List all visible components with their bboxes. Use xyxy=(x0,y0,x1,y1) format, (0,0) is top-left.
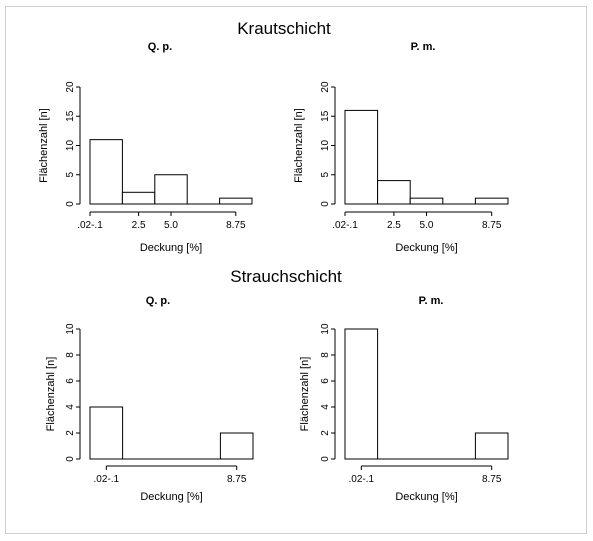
x-tick-label: 8.75 xyxy=(482,474,502,485)
histogram-bar xyxy=(474,432,509,460)
histogram-bar xyxy=(219,432,254,460)
panel-title-kraut-pm: P. m. xyxy=(411,41,436,53)
y-tick-label: 0 xyxy=(320,456,331,462)
x-tick-label: .02-.1 xyxy=(332,220,358,231)
y-tick-label: 8 xyxy=(65,352,76,358)
y-tick-label: 20 xyxy=(65,81,76,93)
x-tick-label: .02-.1 xyxy=(349,474,375,485)
chart-panel-kraut-qp: Q. p. 0 5 10 15 20 Flächenzahl [n] .02-.1 2.5 5.0… xyxy=(38,41,253,254)
panel-title-kraut-qp: Q. p. xyxy=(148,41,172,53)
panel-title-strauch-qp: Q. p. xyxy=(146,295,170,307)
y-tick-label: 10 xyxy=(65,140,76,152)
y-tick-label: 0 xyxy=(65,201,76,207)
histogram-bar xyxy=(89,406,124,460)
y-axis-label: Flächenzahl [n] xyxy=(299,357,311,432)
y-tick-label: 0 xyxy=(65,456,76,462)
histogram-bar xyxy=(344,328,379,460)
y-tick-label: 10 xyxy=(320,140,331,152)
x-axis-label: Deckung [%] xyxy=(140,491,202,503)
chart-panel-kraut-pm: P. m. 0 5 10 15 20 Flächenzahl [n] .02-.1 2.5 5.0… xyxy=(293,41,509,254)
histogram-bar xyxy=(344,109,379,205)
histogram-bar xyxy=(474,197,509,205)
histogram-bar xyxy=(154,174,188,205)
y-tick-label: 15 xyxy=(320,110,331,122)
y-tick-label: 6 xyxy=(65,378,76,384)
histogram-bar xyxy=(89,139,123,205)
y-axis-label: Flächenzahl [n] xyxy=(293,108,305,183)
y-axis-label: Flächenzahl [n] xyxy=(45,357,57,432)
histogram-bar xyxy=(121,191,156,205)
y-tick-label: 4 xyxy=(320,404,331,410)
x-tick-label: 2.5 xyxy=(132,220,146,231)
x-tick-label: 5.0 xyxy=(420,220,434,231)
panel-title-strauch-pm: P. m. xyxy=(419,295,444,307)
y-tick-label: 5 xyxy=(65,172,76,178)
x-tick-label: 2.5 xyxy=(387,220,401,231)
x-axis-label: Deckung [%] xyxy=(395,491,457,503)
y-axis-label: Flächenzahl [n] xyxy=(38,108,50,183)
y-tick-label: 8 xyxy=(320,352,331,358)
y-tick-label: 2 xyxy=(320,430,331,436)
x-tick-label: 8.75 xyxy=(482,220,502,231)
y-tick-label: 10 xyxy=(320,323,331,335)
y-tick-label: 5 xyxy=(320,172,331,178)
x-tick-label: .02-.1 xyxy=(77,220,103,231)
y-tick-label: 4 xyxy=(65,404,76,410)
x-axis-label: Deckung [%] xyxy=(395,242,457,254)
y-tick-label: 20 xyxy=(320,81,331,93)
x-tick-label: 8.75 xyxy=(226,220,246,231)
x-tick-label: .02-.1 xyxy=(94,474,120,485)
y-tick-label: 15 xyxy=(65,110,76,122)
x-tick-label: 5.0 xyxy=(164,220,178,231)
y-tick-label: 10 xyxy=(65,323,76,335)
x-tick-label: 8.75 xyxy=(227,474,247,485)
section-title-krautschicht: Krautschicht xyxy=(237,19,331,38)
chart-panel-strauch-qp: Q. p. 0 2 4 6 8 10 Flächenzahl [n] .02-.1 8.75 Dec… xyxy=(45,295,254,503)
y-tick-label: 0 xyxy=(320,201,331,207)
chart-panel-strauch-pm: P. m. 0 2 4 6 8 10 Flächenzahl [n] .02-.1 8.75 Dec… xyxy=(299,295,509,503)
y-tick-label: 6 xyxy=(320,378,331,384)
histogram-bar xyxy=(377,180,411,205)
section-title-strauchschicht: Strauchschicht xyxy=(230,267,342,286)
histogram-bar xyxy=(409,197,444,205)
histogram-bar xyxy=(219,197,253,205)
x-axis-label: Deckung [%] xyxy=(140,242,202,254)
y-tick-label: 2 xyxy=(65,430,76,436)
